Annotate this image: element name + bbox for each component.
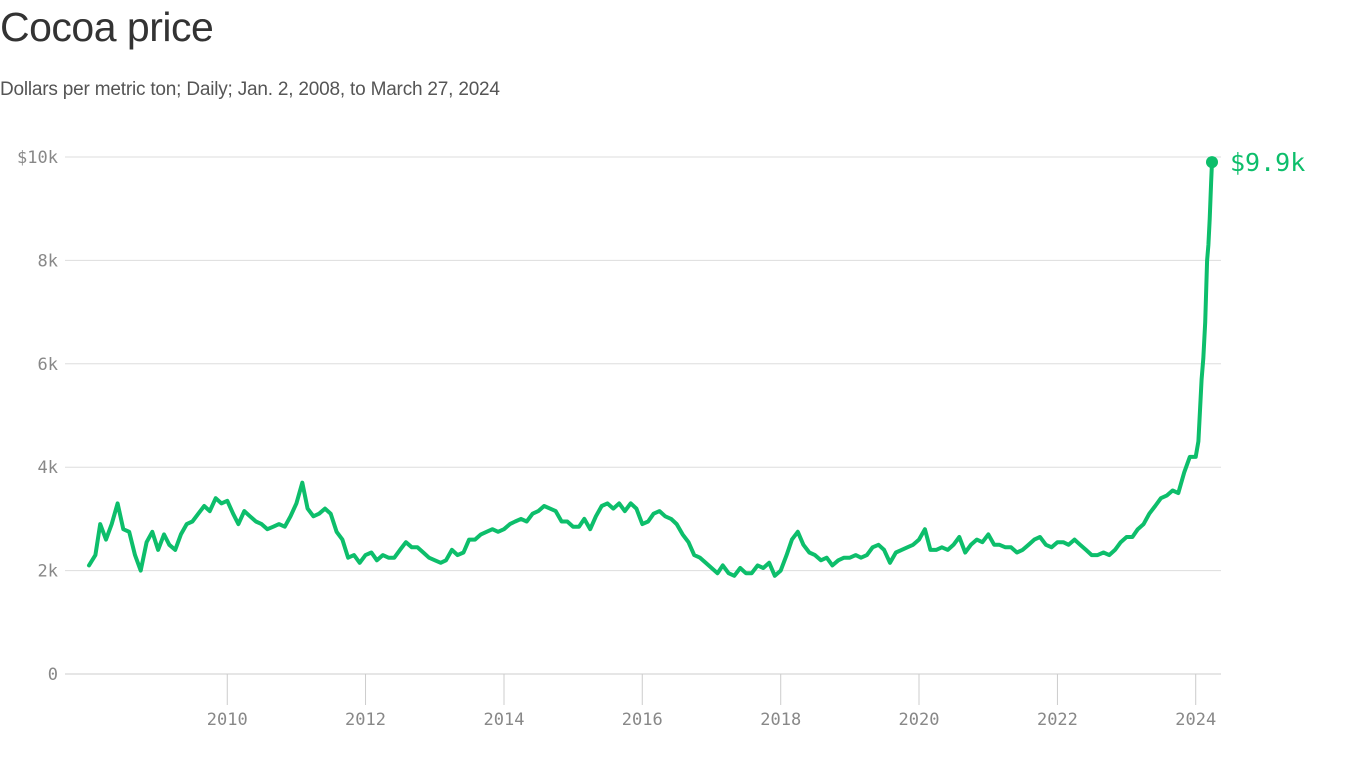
end-marker-group: $9.9k (1206, 148, 1305, 177)
series-group (87, 160, 1214, 578)
end-point-dot (1206, 156, 1218, 169)
chart-title: Cocoa price (0, 4, 214, 50)
x-tick-label: 2022 (1037, 710, 1078, 730)
y-tick-label: 0 (48, 665, 58, 685)
y-tick-label: 6k (38, 355, 58, 375)
x-tick-label: 2020 (899, 710, 940, 730)
gridlines (65, 156, 1221, 675)
y-tick-label: 2k (38, 562, 58, 582)
y-tick-label: 8k (38, 251, 58, 271)
x-tick-label: 2012 (345, 710, 386, 730)
y-axis-labels: 0 2k 4k 6k 8k $10k (17, 148, 58, 685)
x-tick-label: 2024 (1175, 710, 1216, 730)
x-tick-label: 2014 (484, 710, 525, 730)
y-tick-label: 4k (38, 458, 58, 478)
x-tick-label: 2010 (207, 710, 248, 730)
chart-subtitle: Dollars per metric ton; Daily; Jan. 2, 2… (0, 79, 500, 100)
x-axis: 2010 2012 2014 2016 2018 2020 2022 2024 (207, 674, 1216, 730)
price-line (87, 160, 1214, 578)
end-value-label: $9.9k (1230, 148, 1305, 177)
x-tick-label: 2018 (760, 710, 801, 730)
y-tick-label: $10k (17, 148, 58, 168)
x-tick-label: 2016 (622, 710, 663, 730)
